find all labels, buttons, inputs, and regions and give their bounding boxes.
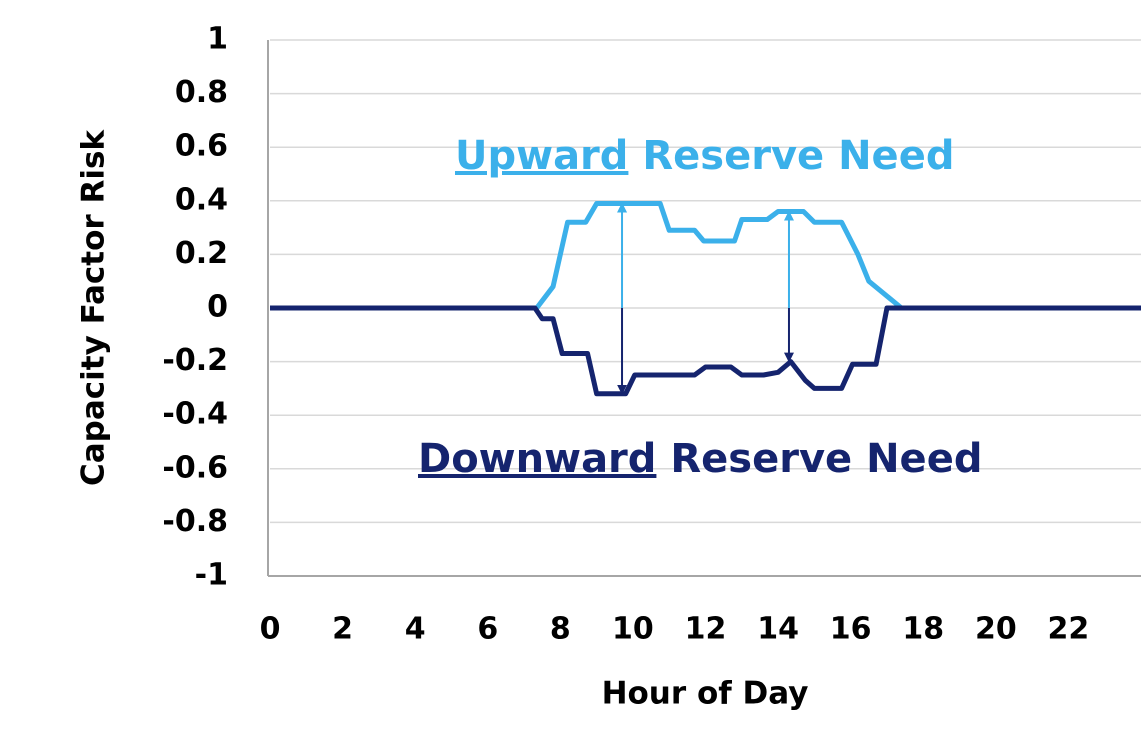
y-tick-label: 0.8 xyxy=(175,75,228,110)
annotation-underlined: Downward xyxy=(418,436,656,482)
y-tick-label: -0.6 xyxy=(162,450,228,485)
y-tick-label: -1 xyxy=(195,558,228,593)
x-tick-label: 8 xyxy=(550,612,571,647)
x-tick-label: 0 xyxy=(260,612,281,647)
y-tick-label: 0.2 xyxy=(175,236,228,271)
x-tick-label: 10 xyxy=(612,612,654,647)
annotation: Upward Reserve Need xyxy=(455,133,954,179)
annotation-underlined: Upward xyxy=(455,133,628,179)
annotation: Downward Reserve Need xyxy=(418,436,982,482)
x-tick-label: 12 xyxy=(685,612,727,647)
x-tick-label: 18 xyxy=(902,612,944,647)
x-tick-label: 6 xyxy=(477,612,498,647)
y-tick-label: -0.8 xyxy=(162,504,228,539)
y-tick-label: 0.6 xyxy=(175,129,228,164)
x-tick-label: 2 xyxy=(332,612,353,647)
x-tick-label: 20 xyxy=(975,612,1017,647)
annotation-text: Reserve Need xyxy=(642,133,954,179)
x-axis-title: Hour of Day xyxy=(602,676,809,712)
x-tick-label: 14 xyxy=(757,612,799,647)
data-line xyxy=(270,305,1141,397)
y-tick-label: -0.2 xyxy=(162,343,228,378)
data-line xyxy=(270,200,1141,311)
annotation-text: Reserve Need xyxy=(670,436,982,482)
y-tick-label: 1 xyxy=(207,22,228,57)
y-tick-label: 0 xyxy=(207,290,228,325)
y-tick-label: -0.4 xyxy=(162,397,228,432)
x-tick-label: 16 xyxy=(830,612,872,647)
x-tick-label: 22 xyxy=(1048,612,1090,647)
y-tick-label: 0.4 xyxy=(175,182,228,217)
y-axis-title: Capacity Factor Risk xyxy=(76,129,112,486)
x-tick-label: 4 xyxy=(405,612,426,647)
